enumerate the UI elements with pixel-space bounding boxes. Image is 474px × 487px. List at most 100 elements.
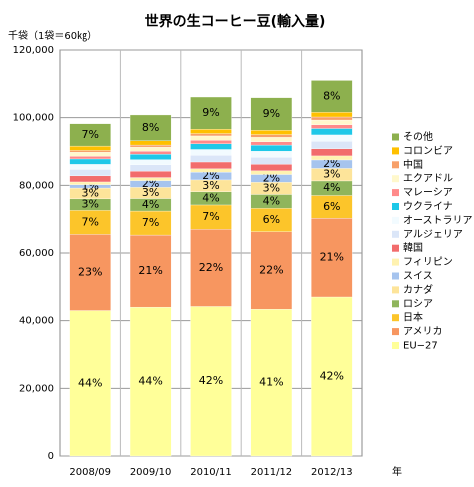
data-label: 21% <box>138 264 162 277</box>
legend-label: コロンビア <box>403 145 453 157</box>
y-tick-label: 20,000 <box>19 383 54 394</box>
bar-segment <box>129 210 172 236</box>
bar-segment <box>190 161 232 169</box>
data-label: 7% <box>81 128 98 141</box>
data-label: 2% <box>323 157 340 170</box>
x-axis-label: 年 <box>392 465 402 478</box>
data-label: 6% <box>323 200 340 213</box>
bar-segment <box>129 140 172 146</box>
legend-label: ウクライナ <box>403 201 453 213</box>
y-tick-label: 80,000 <box>19 180 54 191</box>
data-label: 4% <box>142 198 159 211</box>
data-label: 41% <box>259 376 283 389</box>
bar-segment <box>190 149 232 156</box>
data-label: 3% <box>202 179 219 192</box>
y-tick-label: 0 <box>48 451 54 462</box>
data-label: 9% <box>263 107 280 120</box>
data-label: 42% <box>199 374 223 387</box>
legend-label: その他 <box>403 130 433 143</box>
data-label: 9% <box>202 106 219 119</box>
legend-swatch <box>392 328 399 336</box>
bar-segment <box>311 80 353 113</box>
bar-segment <box>311 148 353 157</box>
bar-segment <box>69 152 111 157</box>
bar-segment <box>311 124 353 129</box>
legend-swatch <box>392 161 399 169</box>
data-label: 7% <box>142 216 159 229</box>
bar-segment <box>69 210 111 235</box>
x-tick-label: 2012/13 <box>311 467 353 478</box>
bar-segment <box>69 234 111 311</box>
data-label: 22% <box>259 263 283 276</box>
legend-swatch <box>392 258 399 266</box>
legend-swatch <box>392 216 399 224</box>
bar-segment <box>129 144 172 148</box>
bar-segment <box>69 164 111 170</box>
data-label: 8% <box>323 89 340 102</box>
bar-segment <box>69 175 111 183</box>
bar-segment <box>250 151 293 158</box>
legend-swatch <box>392 300 399 308</box>
bar-segment <box>311 155 353 161</box>
bar-segment <box>311 119 353 125</box>
legend-label: フィリピン <box>403 256 453 268</box>
x-tick-label: 2009/10 <box>130 467 172 478</box>
bar-segment <box>190 155 232 163</box>
legend-label: アルジェリア <box>403 229 463 240</box>
bar-segment <box>129 114 172 141</box>
legend-swatch <box>392 314 399 322</box>
bar-segment <box>69 169 111 177</box>
legend-swatch <box>392 133 399 141</box>
bar-segment <box>250 144 293 152</box>
data-label: 22% <box>199 261 223 274</box>
data-label: 3% <box>81 186 98 199</box>
bar-segment <box>250 157 293 165</box>
bar-segment <box>69 156 111 160</box>
bar-segment <box>190 140 232 144</box>
chart-title: 世界の生コーヒー豆(輸入量) <box>145 13 326 30</box>
data-label: 4% <box>202 191 219 204</box>
data-label: 23% <box>78 265 102 278</box>
y-tick-label: 100,000 <box>13 113 54 124</box>
bar-segment <box>190 129 232 134</box>
legend-swatch <box>392 286 399 294</box>
data-label: 3% <box>142 186 159 199</box>
bar-segment <box>250 130 293 135</box>
bar-segment <box>311 141 353 149</box>
bar-segment <box>129 154 172 160</box>
bar-segment <box>190 229 232 307</box>
legend-swatch <box>392 175 399 183</box>
legend-label: カナダ <box>403 283 433 296</box>
bar-segment <box>250 141 293 146</box>
legend-swatch <box>392 230 399 238</box>
bar-segment <box>190 204 232 230</box>
bar-segment <box>69 158 111 165</box>
data-label: 42% <box>320 369 344 382</box>
bar-segment <box>129 151 172 155</box>
legend-swatch <box>392 342 399 349</box>
legend-label: エクアドル <box>403 173 453 185</box>
legend-swatch <box>392 147 399 155</box>
data-label: 21% <box>320 251 344 264</box>
y-tick-label: 120,000 <box>13 45 54 56</box>
bar-segment <box>190 96 232 130</box>
data-label: 4% <box>323 181 340 194</box>
bar-segment <box>311 218 353 298</box>
legend-label: 中国 <box>403 158 423 171</box>
legend-label: アメリカ <box>403 326 443 338</box>
legend-label: スイス <box>403 271 433 282</box>
legend-label: 韓国 <box>403 242 423 254</box>
bar-segment <box>129 234 172 308</box>
bar-segment <box>69 181 111 185</box>
bar-segment <box>190 133 232 137</box>
bar-segment <box>250 309 293 457</box>
data-label: 44% <box>78 376 102 389</box>
legend-label: マレーシア <box>403 188 453 199</box>
bar-segment <box>129 164 172 172</box>
data-label: 44% <box>138 375 162 388</box>
data-label: 4% <box>263 194 280 207</box>
data-label: 3% <box>263 181 280 194</box>
bar-segment <box>250 97 293 131</box>
bar-segment <box>311 112 353 118</box>
bar-segment <box>69 123 111 147</box>
